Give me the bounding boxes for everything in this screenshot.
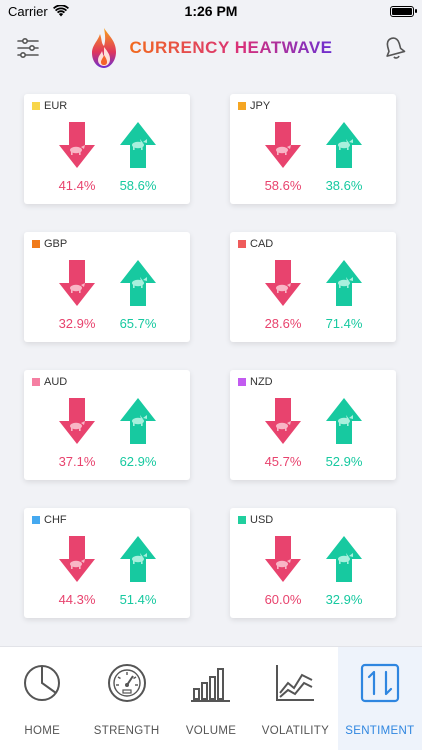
bullish-arrow-icon (326, 398, 362, 444)
battery-fill (392, 7, 412, 15)
app-title: CURRENCY HEATWAVE (129, 38, 333, 57)
card-header: NZD (238, 376, 273, 388)
bullish-percent: 65.7% (119, 316, 157, 331)
bullish-arrow-icon (326, 122, 362, 168)
currency-label: NZD (250, 376, 273, 388)
tab-label: SENTIMENT (345, 725, 415, 737)
bullish-arrow-icon (326, 260, 362, 306)
currency-label: CHF (44, 514, 67, 526)
card-header: CHF (32, 514, 67, 526)
gauge-icon (107, 664, 146, 702)
currency-card-chf[interactable]: CHF 44.3% 51.4% (24, 508, 190, 618)
currency-color-swatch (238, 102, 246, 110)
bearish-arrow-icon (59, 536, 95, 582)
bearish-arrow-icon (59, 260, 95, 306)
bullish-percent: 52.9% (325, 454, 363, 469)
currency-color-swatch (32, 102, 40, 110)
pie-chart-icon (24, 665, 61, 701)
card-header: CAD (238, 238, 273, 250)
currency-label: AUD (44, 376, 68, 388)
card-header: JPY (238, 100, 270, 112)
tab-volatility[interactable]: VOLATILITY (253, 647, 337, 750)
bearish-arrow-icon (265, 122, 301, 168)
bearish-percent: 45.7% (264, 454, 302, 469)
bullish-percent: 32.9% (325, 592, 363, 607)
carrier-label: Carrier (8, 3, 48, 19)
wifi-icon (52, 5, 69, 17)
bullish-arrow-icon (120, 536, 156, 582)
currency-card-gbp[interactable]: GBP 32.9% 65.7% (24, 232, 190, 342)
status-bar: Carrier 1:26 PM (0, 0, 422, 22)
sliders-icon[interactable] (16, 36, 40, 60)
tab-sentiment[interactable]: SENTIMENT (337, 647, 422, 750)
bullish-arrow-icon (120, 398, 156, 444)
currency-color-swatch (32, 516, 40, 524)
bullish-percent: 51.4% (119, 592, 157, 607)
tab-home[interactable]: HOME (0, 647, 84, 750)
battery-icon (390, 5, 417, 17)
bearish-arrow-icon (59, 398, 95, 444)
tab-volume[interactable]: VOLUME (169, 647, 253, 750)
currency-color-swatch (238, 240, 246, 248)
bar-chart-icon (191, 668, 231, 702)
bullish-arrow-icon (120, 122, 156, 168)
bullish-percent: 38.6% (325, 178, 363, 193)
bearish-percent: 37.1% (58, 454, 96, 469)
currency-card-cad[interactable]: CAD 28.6% 71.4% (230, 232, 396, 342)
currency-card-nzd[interactable]: NZD 45.7% 52.9% (230, 370, 396, 480)
currency-color-swatch (238, 378, 246, 386)
app-header: CURRENCY HEATWAVE (0, 22, 422, 74)
currency-color-swatch (32, 378, 40, 386)
bearish-arrow-icon (265, 260, 301, 306)
tab-label: VOLATILITY (261, 725, 330, 737)
bearish-percent: 60.0% (264, 592, 302, 607)
currency-color-swatch (238, 516, 246, 524)
bullish-percent: 62.9% (119, 454, 157, 469)
card-header: EUR (32, 100, 67, 112)
bullish-arrow-icon (326, 536, 362, 582)
currency-card-aud[interactable]: AUD 37.1% 62.9% (24, 370, 190, 480)
currency-label: GBP (44, 238, 68, 250)
sentiment-grid: EUR 41.4% 58.6% JPY (24, 94, 398, 618)
bearish-percent: 28.6% (264, 316, 302, 331)
currency-label: USD (250, 514, 274, 526)
bullish-percent: 58.6% (119, 178, 157, 193)
bearish-percent: 41.4% (58, 178, 96, 193)
bullish-percent: 71.4% (325, 316, 363, 331)
bottom-tab-bar: HOME STRENGTH VOLUME (0, 646, 422, 750)
tab-label: VOLUME (185, 725, 237, 737)
tab-label: HOME (24, 725, 61, 737)
bearish-arrow-icon (265, 398, 301, 444)
brand: CURRENCY HEATWAVE (89, 27, 332, 69)
currency-label: JPY (250, 100, 271, 112)
bearish-percent: 58.6% (264, 178, 302, 193)
card-header: USD (238, 514, 273, 526)
currency-card-eur[interactable]: EUR 41.4% 58.6% (24, 94, 190, 204)
bullish-arrow-icon (120, 260, 156, 306)
currency-card-jpy[interactable]: JPY 58.6% 38.6% (230, 94, 396, 204)
bearish-arrow-icon (265, 536, 301, 582)
bearish-percent: 32.9% (58, 316, 96, 331)
bearish-percent: 44.3% (58, 592, 96, 607)
sentiment-arrows-icon (360, 663, 399, 703)
status-left: Carrier (8, 4, 69, 19)
currency-label: EUR (44, 100, 68, 112)
line-chart-icon (276, 665, 315, 701)
flame-logo-icon (92, 28, 117, 68)
bearish-arrow-icon (59, 122, 95, 168)
bell-icon[interactable] (382, 35, 406, 61)
currency-label: CAD (250, 238, 274, 250)
currency-card-usd[interactable]: USD 60.0% 32.9% (230, 508, 396, 618)
card-header: AUD (32, 376, 67, 388)
card-header: GBP (32, 238, 67, 250)
currency-color-swatch (32, 240, 40, 248)
tab-strength[interactable]: STRENGTH (84, 647, 168, 750)
tab-label: STRENGTH (93, 725, 160, 737)
